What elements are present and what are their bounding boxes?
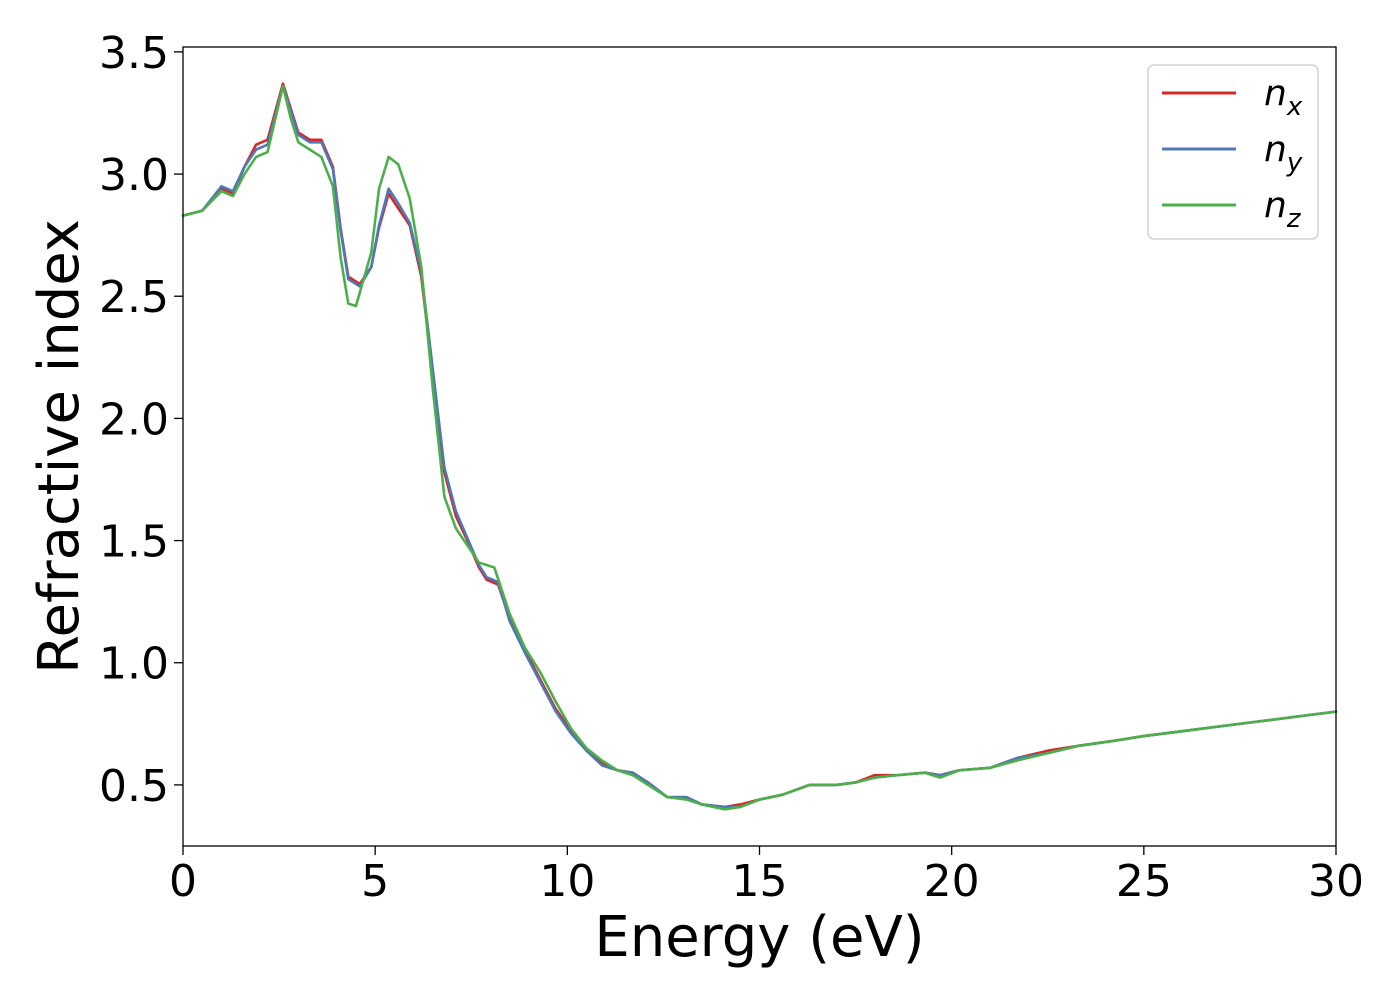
x-tick-label: 0 [169,856,197,907]
plot-lines [181,82,1338,811]
legend-subscript: y [1286,148,1303,178]
x-tick-label: 10 [539,856,595,907]
x-tick-label: 15 [732,856,788,907]
x-tick-label: 5 [361,856,389,907]
legend-subscript: z [1286,204,1302,234]
x-axis-ticks: 0 5 10 15 20 25 30 [169,846,1364,907]
y-tick-label: 1.5 [99,517,169,568]
y-tick-label: 2.0 [99,394,169,445]
y-tick-label: 0.5 [99,761,169,812]
x-tick-label: 30 [1308,856,1364,907]
y-axis-ticks: 0.5 1.0 1.5 2.0 2.5 3.0 3.5 [99,28,183,812]
y-axis-label: Refractive index [27,219,92,674]
y-tick-label: 2.5 [99,272,169,323]
x-axis-label: Energy (eV) [594,905,924,970]
y-tick-label: 1.0 [99,639,169,690]
y-tick-label: 3.0 [99,150,169,201]
x-tick-label: 20 [924,856,980,907]
legend-box [1147,64,1319,240]
series-line-z [181,84,1338,811]
y-tick-label: 3.5 [99,28,169,79]
x-tick-label: 25 [1116,856,1172,907]
legend-subscript: x [1286,92,1303,122]
